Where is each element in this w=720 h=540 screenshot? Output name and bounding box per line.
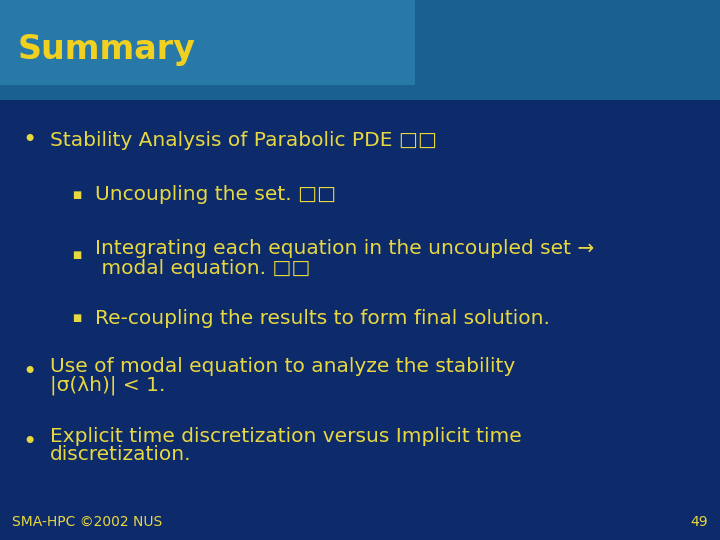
Text: •: • [22,430,36,454]
Text: Explicit time discretization versus Implicit time: Explicit time discretization versus Impl… [50,427,522,446]
Text: Integrating each equation in the uncoupled set →: Integrating each equation in the uncoupl… [95,240,594,259]
Bar [0,0,720,100]
Text: SMA-HPC ©2002 NUS: SMA-HPC ©2002 NUS [12,515,162,529]
Text: •: • [22,360,36,384]
Text: discretization.: discretization. [50,446,192,464]
Text: Stability Analysis of Parabolic PDE □□: Stability Analysis of Parabolic PDE □□ [50,131,437,150]
Text: modal equation. □□: modal equation. □□ [95,260,310,279]
Text: ■: ■ [72,190,81,200]
Text: Uncoupling the set. □□: Uncoupling the set. □□ [95,186,336,205]
Text: 49: 49 [690,515,708,529]
Text: |σ(λh)| < 1.: |σ(λh)| < 1. [50,375,166,395]
Text: ■: ■ [72,250,81,260]
Text: •: • [22,128,36,152]
Text: Re-coupling the results to form final solution.: Re-coupling the results to form final so… [95,308,550,327]
Text: ■: ■ [72,313,81,323]
Text: Summary: Summary [18,33,196,66]
Bar [0,0,415,85]
Text: Use of modal equation to analyze the stability: Use of modal equation to analyze the sta… [50,356,516,375]
